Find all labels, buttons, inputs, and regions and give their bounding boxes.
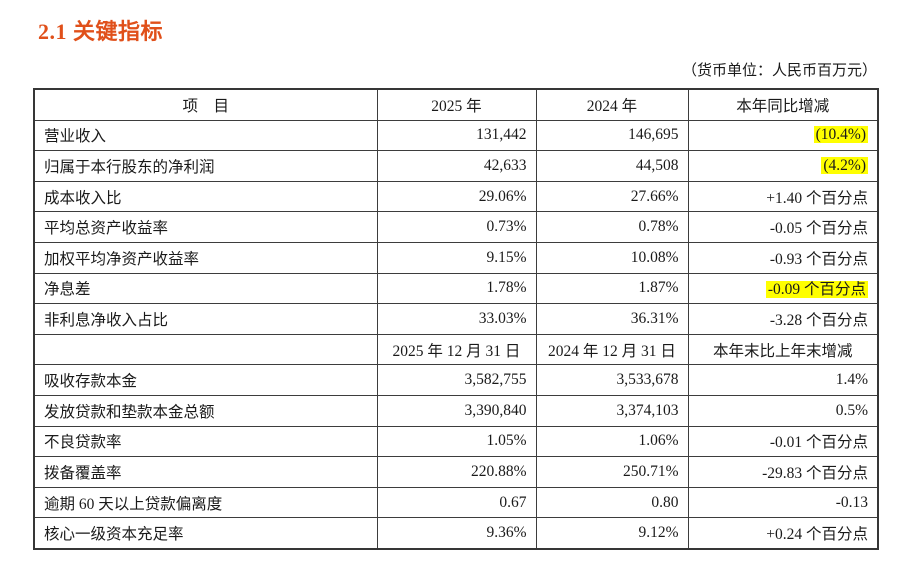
value-current-cell: 1.05% [376, 425, 537, 458]
change-cell: -0.05 个百分点 [687, 211, 879, 243]
table-row: 营业收入 131,442 146,695 (10.4%) [33, 119, 879, 152]
change-cell: -29.83 个百分点 [687, 456, 879, 488]
value-prior-cell: 44,508 [535, 150, 689, 182]
table-row: 核心一级资本充足率 9.36% 9.12% +0.24 个百分点 [33, 517, 879, 550]
item-label-cell: 非利息净收入占比 [33, 303, 378, 335]
change-cell: -3.28 个百分点 [687, 303, 879, 335]
change-cell: 0.5% [687, 394, 879, 427]
highlighted-value: (10.4%) [813, 126, 868, 144]
table-row: 吸收存款本金 3,582,755 3,533,678 1.4% [33, 364, 879, 396]
table-row: 逾期 60 天以上贷款偏离度 0.67 0.80 -0.13 [33, 486, 879, 519]
table-row: 非利息净收入占比 33.03% 36.31% -3.28 个百分点 [33, 303, 879, 335]
table-row: 发放贷款和垫款本金总额 3,390,840 3,374,103 0.5% [33, 394, 879, 427]
value-current-cell: 29.06% [376, 180, 537, 213]
value-prior-cell: 1.87% [535, 272, 689, 305]
value-prior-cell: 0.80 [535, 486, 689, 519]
change-cell: -0.93 个百分点 [687, 241, 879, 274]
change-cell: -0.09 个百分点 [687, 272, 879, 305]
item-label-cell: 加权平均净资产收益率 [33, 241, 378, 274]
value-prior-cell: 3,533,678 [535, 364, 689, 396]
table-header-row: 项 目 2025 年 2024 年本年同比增减 [33, 88, 879, 121]
value-prior-cell: 146,695 [535, 119, 689, 152]
value-prior-cell: 250.71% [535, 456, 689, 488]
item-label-cell: 逾期 60 天以上贷款偏离度 [33, 486, 378, 519]
value-current-cell: 0.73% [376, 211, 537, 243]
value-current-cell: 3,390,840 [376, 394, 537, 427]
table-header-row: 2025 年 12 月 31 日 2024 年 12 月 31 日本年末比上年末增… [33, 333, 879, 366]
change-cell: 1.4% [687, 364, 879, 396]
table-row: 成本收入比 29.06% 27.66% +1.40 个百分点 [33, 180, 879, 213]
value-prior-cell: 27.66% [535, 180, 689, 213]
change-cell: -0.01 个百分点 [687, 425, 879, 458]
header-cell: 本年同比增减 [687, 88, 879, 121]
item-label-cell: 发放贷款和垫款本金总额 [33, 394, 378, 427]
value-prior-cell: 9.12% [535, 517, 689, 550]
header-cell [33, 333, 378, 366]
item-label-cell: 吸收存款本金 [33, 364, 378, 396]
value-prior-cell: 1.06% [535, 425, 689, 458]
change-cell: +1.40 个百分点 [687, 180, 879, 213]
value-current-cell: 33.03% [376, 303, 537, 335]
value-current-cell: 131,442 [376, 119, 537, 152]
value-current-cell: 220.88% [376, 456, 537, 488]
currency-unit-note: （货币单位：人民币百万元） [681, 63, 877, 79]
value-current-cell: 1.78% [376, 272, 537, 305]
header-cell: 2024 年 12 月 31 日 [535, 333, 689, 366]
value-prior-cell: 36.31% [535, 303, 689, 335]
change-cell: (4.2%) [687, 150, 879, 182]
item-label-cell: 拨备覆盖率 [33, 456, 378, 488]
value-current-cell: 3,582,755 [376, 364, 537, 396]
table-row: 拨备覆盖率 220.88% 250.71% -29.83 个百分点 [33, 456, 879, 488]
table-row: 净息差 1.78% 1.87% -0.09 个百分点 [33, 272, 879, 305]
value-current-cell: 9.15% [376, 241, 537, 274]
item-label-cell: 成本收入比 [33, 180, 378, 213]
value-prior-cell: 3,374,103 [535, 394, 689, 427]
key-indicators-table: 项 目 2025 年 2024 年本年同比增减 营业收入 131,442 146,695(… [33, 88, 879, 550]
table-row: 加权平均净资产收益率 9.15% 10.08% -0.93 个百分点 [33, 241, 879, 274]
value-prior-cell: 10.08% [535, 241, 689, 274]
item-label-cell: 营业收入 [33, 119, 378, 152]
value-current-cell: 9.36% [376, 517, 537, 550]
table-row: 归属于本行股东的净利润 42,633 44,508 (4.2%) [33, 150, 879, 182]
value-current-cell: 0.67 [376, 486, 537, 519]
header-cell: 2024 年 [535, 88, 689, 121]
header-cell: 项 目 [33, 88, 378, 121]
value-current-cell: 42,633 [376, 150, 537, 182]
change-cell: -0.13 [687, 486, 879, 519]
section-title: 2.1 关键指标 [38, 19, 164, 44]
item-label-cell: 核心一级资本充足率 [33, 517, 378, 550]
highlighted-value: -0.09 个百分点 [765, 281, 868, 299]
table-body: 项 目 2025 年 2024 年本年同比增减 营业收入 131,442 146,695(… [33, 88, 879, 550]
item-label-cell: 净息差 [33, 272, 378, 305]
item-label-cell: 不良贷款率 [33, 425, 378, 458]
header-cell: 2025 年 [376, 88, 537, 121]
header-cell: 本年末比上年末增减 [687, 333, 879, 366]
item-label-cell: 归属于本行股东的净利润 [33, 150, 378, 182]
change-cell: (10.4%) [687, 119, 879, 152]
item-label-cell: 平均总资产收益率 [33, 211, 378, 243]
header-cell: 2025 年 12 月 31 日 [376, 333, 537, 366]
change-cell: +0.24 个百分点 [687, 517, 879, 550]
table-row: 不良贷款率 1.05% 1.06% -0.01 个百分点 [33, 425, 879, 458]
table-row: 平均总资产收益率 0.73% 0.78% -0.05 个百分点 [33, 211, 879, 243]
highlighted-value: (4.2%) [821, 156, 868, 174]
value-prior-cell: 0.78% [535, 211, 689, 243]
